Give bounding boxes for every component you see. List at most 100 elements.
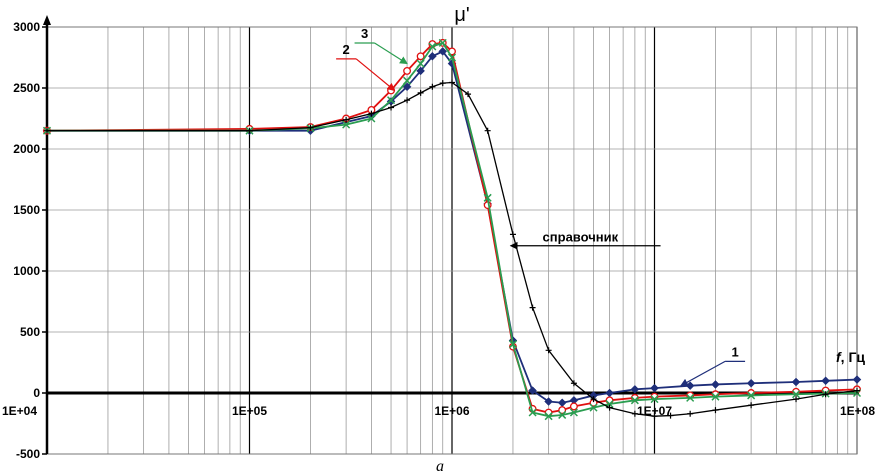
data-point [438,38,447,47]
data-point [545,347,552,354]
x-axis-label: f, Гц [836,349,865,365]
data-point [417,89,424,96]
y-tick-label: 3000 [13,20,40,34]
data-point [544,412,553,421]
data-point [509,231,516,238]
data-point [589,403,598,412]
minor-grid [107,27,849,454]
data-point [606,404,613,411]
y-tick-label: 0 [33,386,40,400]
data-point [712,407,719,414]
data-point [711,380,720,389]
series-3 [42,38,862,421]
y-tick-label: 1000 [13,264,40,278]
annotation-arrow [374,42,408,65]
data-point [630,384,640,394]
annotation-label: 3 [361,26,368,41]
data-point [465,91,472,98]
series-4 [44,79,860,420]
data-point [367,114,376,123]
data-point [416,66,425,76]
data-point [651,413,658,420]
annotation-label: справочник [543,230,619,245]
data-point [508,340,517,349]
data-point [439,80,446,87]
data-point [793,396,800,403]
data-point [528,386,537,395]
x-tick-label: 1E+04 [2,404,37,418]
data-point [428,51,437,61]
data-point [590,396,597,403]
data-point [404,97,411,104]
annotations: 1 23 справочник [336,26,746,387]
y-axis-label: μ' [454,4,469,26]
data-point [686,393,695,402]
annotation: 3 [354,26,408,65]
data-point [416,52,425,61]
data-point [558,406,567,415]
data-point [44,127,50,134]
data-point [630,396,639,405]
data-point [246,127,253,134]
data-point [792,390,801,399]
data-point [387,96,396,105]
data-point [558,410,567,419]
data-point [748,402,755,409]
annotation: 1 [680,344,746,387]
x-axis-label-symbol: f [836,349,842,365]
data-point [685,381,695,391]
annotation-arrow [355,58,396,92]
data-point [822,391,829,398]
data-point [667,412,674,419]
x-axis-label-unit: , Гц [841,349,866,365]
data-point [746,378,756,388]
data-point [343,116,350,123]
y-tick-label: 2500 [13,81,40,95]
x-tick-label: 1E+05 [232,404,267,418]
data-point [528,408,537,417]
annotation-label: 1 [731,344,738,359]
data-point [402,82,412,92]
data-point [342,120,351,129]
data-point [631,410,638,417]
data-point [747,391,756,400]
data-point [429,83,436,90]
data-point [854,387,860,394]
annotation: 2 [336,42,396,92]
data-point [557,398,567,408]
data-point [388,104,395,111]
data-point [483,193,492,202]
data-point [569,408,578,417]
data-point [605,388,614,398]
data-point [821,376,830,386]
data-point [416,59,425,68]
data-point [570,380,577,387]
data-point [650,395,659,404]
x-tick-label: 1E+08 [840,404,875,418]
x-tick-label: 1E+06 [434,404,469,418]
data-point [403,76,412,85]
annotation-label: 2 [342,42,349,57]
x-tick-labels: 1E+04 1E+05 1E+06 1E+07 1E+08 [2,404,875,418]
data-point [852,375,862,384]
data-point [403,66,412,75]
figure-caption: a [436,458,444,473]
data-point [711,392,720,401]
data-point [447,53,457,62]
y-tick-label: 1500 [13,203,40,217]
y-tick-label: 500 [20,325,40,339]
series-line [47,81,858,417]
data-point [438,47,448,56]
data-point [687,410,694,417]
series-line [47,50,858,404]
data-point [544,397,553,406]
annotation: справочник [509,230,661,250]
y-tick-labels: 3000 2500 2000 1500 1000 500 0 -500 [13,20,40,461]
data-point [307,124,314,131]
major-grid [46,26,858,455]
data-point [449,79,455,86]
data-point [529,304,536,311]
data-point [569,402,578,411]
y-tick-label: 2000 [13,142,40,156]
data-point [791,377,801,387]
